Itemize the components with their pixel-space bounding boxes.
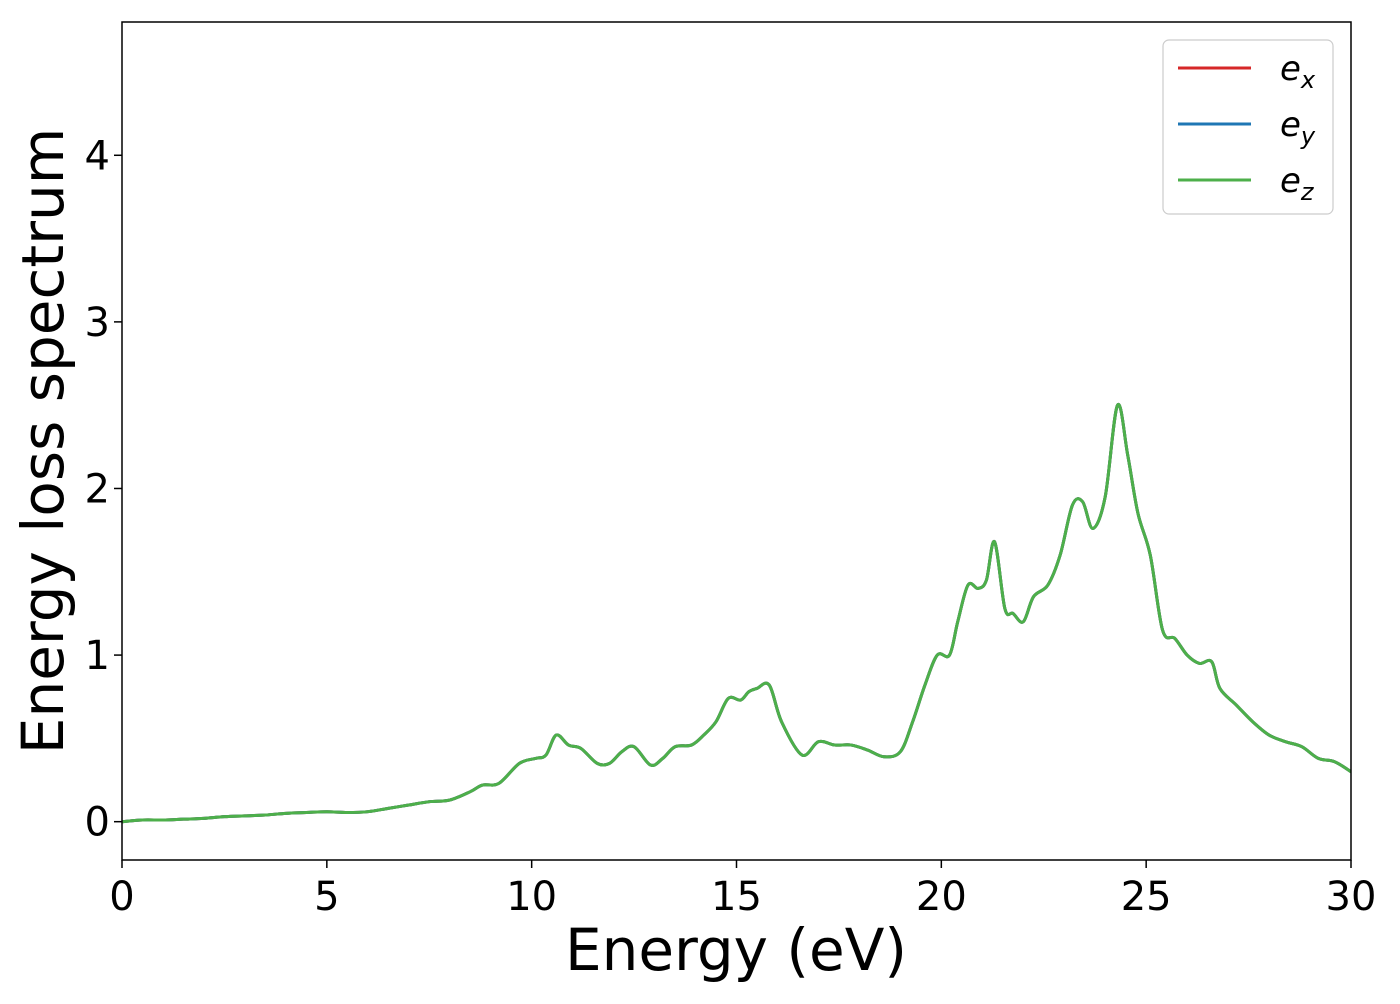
x-tick-label: 0 (109, 874, 134, 920)
y-tick-label: 4 (85, 133, 110, 179)
y-axis-label: Energy loss spectrum (9, 128, 77, 754)
plot-area (122, 22, 1351, 860)
x-tick-label: 30 (1326, 874, 1377, 920)
x-tick-label: 20 (916, 874, 967, 920)
legend-box (1162, 39, 1334, 215)
y-tick-label: 2 (85, 466, 110, 512)
y-tick-label: 3 (85, 300, 110, 346)
x-tick-label: 25 (1121, 874, 1172, 920)
legend-label-2: ey (1280, 105, 1316, 150)
x-axis-ticks: 0 5 10 15 20 25 30 (109, 860, 1376, 920)
legend-label-3: ez (1280, 161, 1315, 206)
legend-label-1: ex (1280, 49, 1316, 94)
x-axis-label: Energy (eV) (565, 916, 907, 984)
x-tick-label: 15 (711, 874, 762, 920)
x-tick-label: 5 (314, 874, 339, 920)
y-axis-ticks: 0 1 2 3 4 (85, 133, 122, 846)
x-tick-label: 10 (506, 874, 557, 920)
y-tick-label: 0 (85, 800, 110, 846)
legend: ex ey ez (1162, 39, 1334, 215)
y-tick-label: 1 (85, 633, 110, 679)
series-line-3 (122, 402, 1351, 824)
series-layer (122, 402, 1351, 824)
